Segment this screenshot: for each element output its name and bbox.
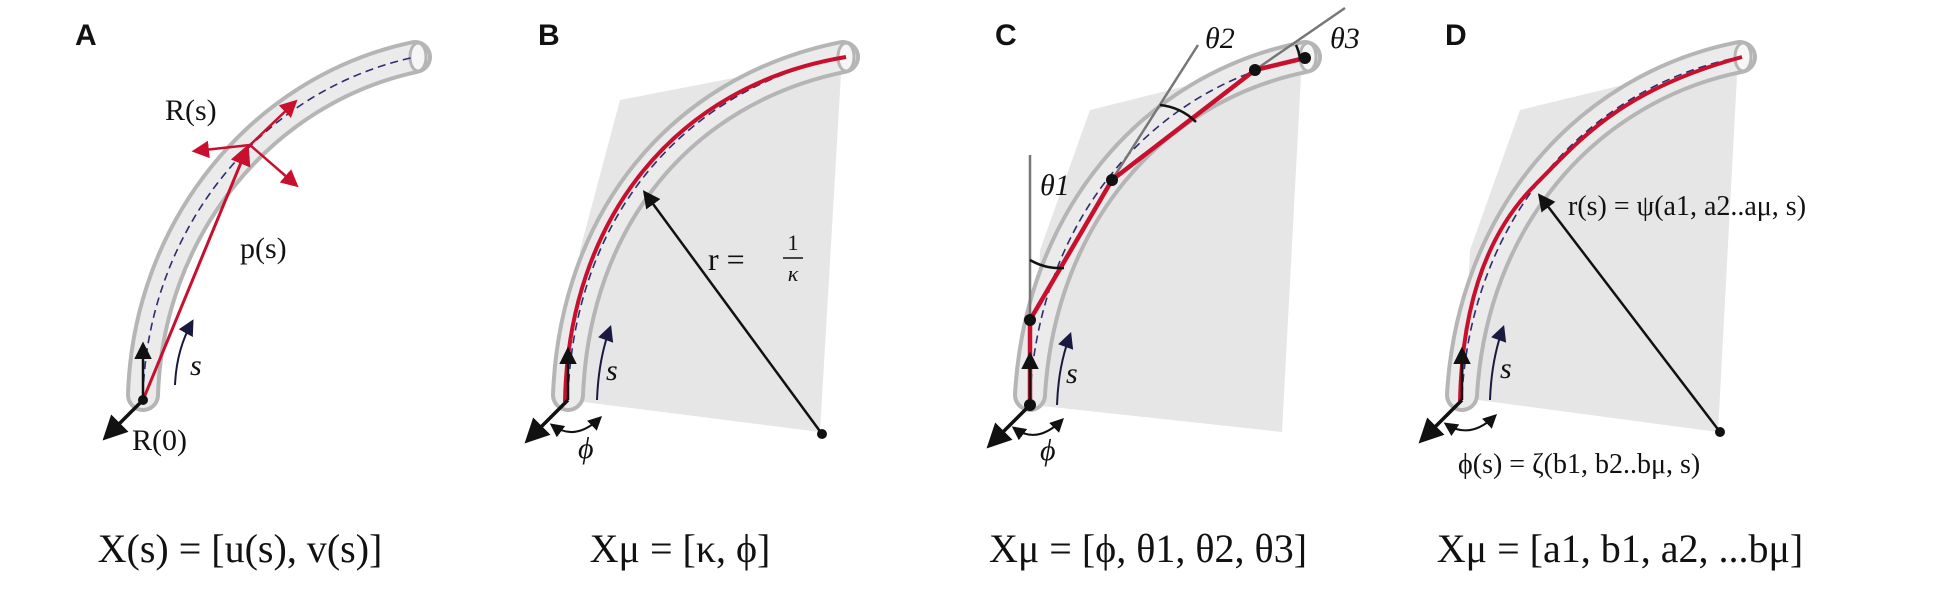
theta3-label: θ3 <box>1330 22 1360 55</box>
twist-arrow-d <box>1443 414 1498 437</box>
arc-length-arrow <box>174 319 194 386</box>
panel-label-c: C <box>995 19 1017 52</box>
center-of-curvature-d <box>1715 427 1725 437</box>
equation-d: Xμ = [a1, b1, a2, ...bμ] <box>1437 526 1803 571</box>
equation-b: Xμ = [κ, ϕ] <box>590 526 771 571</box>
panel-c: C s <box>986 6 1360 571</box>
panel-b: B s ϕ r = 1 κ Xμ = [κ, ϕ] <box>524 19 860 571</box>
panel-label-a: A <box>75 19 97 52</box>
panel-label-d: D <box>1445 19 1467 52</box>
position-vector <box>141 144 251 401</box>
frame-label: R(s) <box>165 94 217 127</box>
arc-length-label-c: s <box>1066 357 1078 390</box>
twist-function-label: ϕ(s) = ζ(b1, b2..bμ, s) <box>1458 449 1700 480</box>
rod-a <box>126 40 432 412</box>
rod-c <box>1013 40 1322 412</box>
rod-curve-b <box>563 55 847 403</box>
panel-d: D s r(s) = ψ(a1, a2..aμ, s) ϕ(s) = ζ(b1,… <box>1418 19 1806 571</box>
radius-vector <box>642 190 824 435</box>
radius-label-lhs: r = <box>708 241 745 277</box>
radius-function-label: r(s) = ψ(a1, a2..aμ, s) <box>1568 191 1806 222</box>
radius-label-numerator: 1 <box>788 230 799 255</box>
arc-length-label-d: s <box>1500 352 1512 385</box>
arc-length-label-b: s <box>606 354 618 387</box>
base-frame-b <box>524 346 577 444</box>
base-frame-d <box>1418 346 1471 444</box>
panel-a: A R(s) p(s) s R(0) X(s) = [u(s), v(s)] <box>75 19 432 571</box>
panel-label-b: B <box>538 19 560 52</box>
twist-arrow-b <box>549 416 603 438</box>
origin-frame <box>102 341 152 441</box>
variable-radius-vector <box>1537 193 1721 433</box>
theta2-label: θ2 <box>1205 22 1235 55</box>
arc-length-arrow-d <box>1489 324 1507 401</box>
equation-a: X(s) = [u(s), v(s)] <box>98 526 383 571</box>
equation-c: Xμ = [ϕ, θ1, θ2, θ3] <box>989 526 1307 571</box>
theta1-label: θ1 <box>1040 169 1070 202</box>
arc-length-arrow-c <box>1056 331 1074 406</box>
arc-length-label: s <box>190 349 202 382</box>
origin-point <box>138 395 148 405</box>
curvature-sector-c <box>1033 57 1302 432</box>
variable-curve <box>1458 55 1743 403</box>
twist-label-c: ϕ <box>1040 434 1056 467</box>
center-of-curvature <box>817 429 827 439</box>
arc-length-arrow-b <box>596 324 614 401</box>
material-frame-r-s <box>191 99 299 188</box>
twist-label-b: ϕ <box>578 432 594 465</box>
theta-reference-lines <box>1028 6 1346 320</box>
radius-label-denominator: κ <box>788 261 799 286</box>
twist-arrow-c <box>1011 418 1064 441</box>
curvature-sector-d <box>1463 57 1738 432</box>
base-frame-c <box>986 351 1039 449</box>
position-label: p(s) <box>240 232 287 265</box>
origin-frame-label: R(0) <box>132 424 187 457</box>
radius-label: r = 1 κ <box>708 230 803 286</box>
curvature-sector <box>568 57 842 432</box>
segment-joints <box>1024 52 1311 411</box>
theta-angle-arcs <box>1029 44 1302 270</box>
